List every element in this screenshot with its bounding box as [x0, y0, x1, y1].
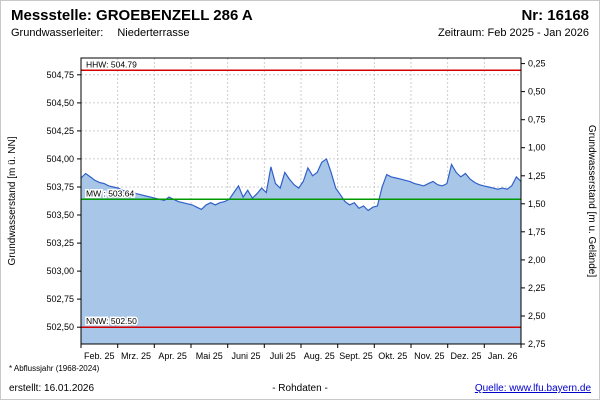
aquifer-label: Grundwasserleiter: [11, 27, 104, 39]
y-left-tick-label: 502,50 [46, 322, 74, 332]
y-right-tick-label: 0,25 [528, 59, 546, 69]
header-row-title: Messstelle: GROEBENZELL 286 A Nr: 16168 [11, 7, 589, 24]
y-left-axis-title: Grundwasserstand [m ü. NN] [7, 136, 18, 265]
x-tick-label: Mai 25 [196, 351, 223, 361]
y-right-tick-label: 2,25 [528, 283, 546, 293]
ref-label-hhw: HHW: 504.79 [86, 59, 137, 69]
y-right-tick-label: 2,50 [528, 311, 546, 321]
y-right-tick-label: 1,75 [528, 227, 546, 237]
x-tick-label: Nov. 25 [414, 351, 444, 361]
source-link[interactable]: Quelle: www.lfu.bayern.de [474, 383, 591, 394]
header-row-subtitle: Grundwasserleiter: Niederterrasse Zeitrau… [11, 27, 589, 39]
y-right-tick-label: 1,25 [528, 171, 546, 181]
created-date: erstellt: 16.01.2026 [9, 383, 95, 394]
x-tick-label: Feb. 25 [84, 351, 115, 361]
x-tick-label: Apr. 25 [158, 351, 187, 361]
station-number: Nr: 16168 [521, 7, 589, 24]
x-tick-label: Juli 25 [270, 351, 296, 361]
x-tick-label: Jan. 26 [488, 351, 518, 361]
x-tick-label: Dez. 25 [450, 351, 481, 361]
y-left-tick-label: 503,00 [46, 266, 74, 276]
y-left-tick-label: 504,25 [46, 126, 74, 136]
y-left-tick-label: 504,00 [46, 154, 74, 164]
footer: * Abflussjahr (1968-2024) erstellt: 16.0… [1, 363, 599, 399]
x-tick-label: Sept. 25 [339, 351, 373, 361]
y-right-tick-label: 0,75 [528, 115, 546, 125]
ref-label-nnw: NNW: 502.50 [86, 316, 137, 326]
y-right-axis-title: Grundwasserstand [m u. Gelände] [586, 125, 597, 278]
y-right-tick-label: 1,00 [528, 143, 546, 153]
y-right-tick-label: 1,50 [528, 199, 546, 209]
series-line [80, 157, 522, 212]
y-left-tick-label: 502,75 [46, 294, 74, 304]
header: Messstelle: GROEBENZELL 286 A Nr: 16168 … [1, 1, 599, 47]
y-left-tick-label: 503,25 [46, 238, 74, 248]
aquifer-value: Niederterrasse [117, 27, 190, 39]
x-tick-label: Mrz. 25 [121, 351, 151, 361]
ref-label-mw: MW : 503.64 [86, 188, 134, 198]
footnote-abflussjahr: * Abflussjahr (1968-2024) [9, 364, 100, 373]
x-tick-label: Okt. 25 [378, 351, 407, 361]
data-type-label: - Rohdaten - [272, 383, 328, 394]
y-right-tick-label: 0,50 [528, 87, 546, 97]
y-right-tick-label: 2,00 [528, 255, 546, 265]
period-label: Zeitraum: Feb 2025 - Jan 2026 [437, 27, 589, 39]
y-left-tick-label: 503,50 [46, 210, 74, 220]
aquifer: Grundwasserleiter: Niederterrasse [11, 27, 189, 39]
y-left-tick-label: 503,75 [46, 182, 74, 192]
y-right-tick-label: 2,75 [528, 339, 546, 349]
y-left-tick-label: 504,75 [46, 70, 74, 80]
station-title: Messstelle: GROEBENZELL 286 A [11, 7, 253, 24]
x-tick-label: Aug. 25 [304, 351, 335, 361]
y-left-tick-label: 504,50 [46, 98, 74, 108]
x-tick-label: Juni 25 [231, 351, 260, 361]
groundwater-level-chart: HHW: 504.79 MW : 503.64 NNW: 502.50 504,75 5… [7, 57, 597, 361]
